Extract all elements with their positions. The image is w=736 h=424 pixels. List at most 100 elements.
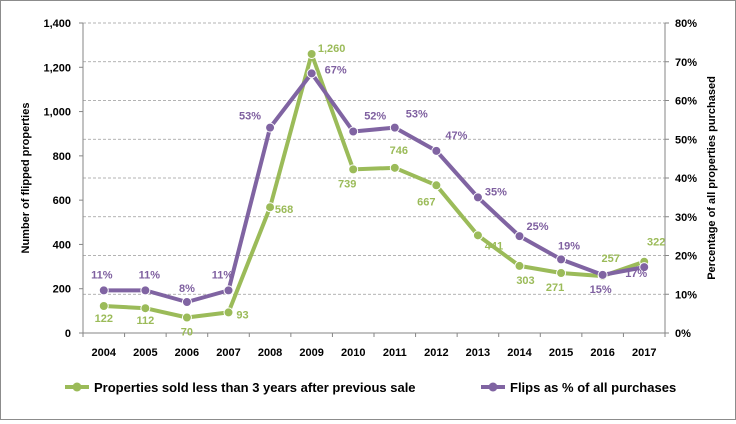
right-axis-tick-label: 70% [675, 57, 697, 69]
data-label-flips-percent: 25% [526, 221, 548, 233]
left-axis-tick-label: 200 [53, 284, 71, 296]
x-axis-ticks: 2004 2005 2006 2007 2008 2009 2010 2011 2012 2013… [82, 333, 666, 359]
data-label-flips-percent: 15% [590, 284, 612, 296]
series [98, 49, 650, 323]
data-label-flips-percent: 35% [485, 186, 507, 198]
series-point-properties-sold [265, 202, 276, 213]
data-label-properties-sold: 93 [236, 309, 248, 321]
data-label-flips-percent: 19% [558, 240, 580, 252]
series-point-flips-percent [597, 269, 608, 280]
series-point-properties-sold [556, 267, 567, 278]
series-point-properties-sold [431, 180, 442, 191]
legend-item-green: Properties sold less than 3 years after … [65, 380, 416, 395]
left-axis-tick-label: 400 [53, 239, 71, 251]
right-axis-ticks: 0% 10% 20% 30% 40% 50% 60% 70% 80% [665, 18, 697, 340]
right-axis-tick-label: 10% [675, 289, 697, 301]
series-point-properties-sold [140, 303, 151, 314]
series-point-flips-percent [98, 285, 109, 296]
series-point-flips-percent [223, 285, 234, 296]
series-point-flips-percent [348, 126, 359, 137]
x-axis-tick-label: 2017 [632, 347, 656, 359]
left-axis-ticks: 0 200 400 600 800 1,000 1,200 1,400 [43, 18, 83, 340]
data-labels: 122 112 70 93 568 1,260 739 746 667 441 303 271 257 3… [91, 43, 665, 339]
left-axis-tick-label: 0 [65, 328, 71, 340]
series-point-flips-percent [472, 192, 483, 203]
right-axis-tick-label: 30% [675, 212, 697, 224]
data-label-flips-percent: 53% [239, 111, 261, 123]
x-axis-tick-label: 2015 [549, 347, 573, 359]
legend-label-green: Properties sold less than 3 years after … [94, 380, 416, 395]
data-label-flips-percent: 11% [139, 269, 161, 281]
x-axis-tick-label: 2009 [299, 347, 323, 359]
data-label-flips-percent: 47% [445, 130, 467, 142]
right-axis-title: Percentage of all properties purchased [706, 76, 718, 280]
legend-item-purple: Flips as % of all purchases [481, 380, 676, 395]
data-label-properties-sold: 271 [546, 282, 564, 294]
legend-marker-green-dot [72, 382, 82, 392]
series-point-properties-sold [98, 300, 109, 311]
series-point-flips-percent [265, 122, 276, 133]
data-label-properties-sold: 441 [485, 240, 503, 252]
left-axis-tick-label: 800 [53, 151, 71, 163]
data-label-flips-percent: 67% [325, 64, 347, 76]
data-label-properties-sold: 257 [601, 253, 619, 265]
x-axis-tick-label: 2008 [258, 347, 282, 359]
right-axis-tick-label: 50% [675, 134, 697, 146]
right-axis-tick-label: 60% [675, 96, 697, 108]
x-axis-tick-label: 2006 [175, 347, 199, 359]
data-label-properties-sold: 1,260 [318, 43, 346, 55]
series-point-properties-sold [223, 307, 234, 318]
data-label-flips-percent: 11% [212, 269, 234, 281]
x-axis-tick-label: 2014 [507, 347, 532, 359]
data-label-properties-sold: 667 [417, 196, 435, 208]
right-axis-tick-label: 40% [675, 173, 697, 185]
data-label-properties-sold: 70 [181, 327, 193, 339]
series-point-flips-percent [431, 145, 442, 156]
series-point-properties-sold [348, 164, 359, 175]
series-point-properties-sold [181, 312, 192, 323]
series-point-flips-percent [556, 254, 567, 265]
series-point-properties-sold [306, 49, 317, 59]
series-point-flips-percent [514, 231, 525, 242]
data-label-properties-sold: 739 [338, 178, 356, 190]
legend: Properties sold less than 3 years after … [65, 380, 676, 395]
data-label-properties-sold: 746 [390, 145, 408, 157]
data-label-properties-sold: 122 [95, 313, 113, 325]
x-axis-tick-label: 2005 [133, 347, 157, 359]
left-axis-tick-label: 1,200 [43, 62, 71, 74]
right-axis-tick-label: 80% [675, 18, 697, 30]
series-point-flips-percent [140, 285, 151, 296]
series-point-flips-percent [181, 297, 192, 307]
x-axis-tick-label: 2011 [383, 347, 407, 359]
x-axis-tick-label: 2013 [466, 347, 490, 359]
data-label-properties-sold: 568 [275, 204, 293, 216]
x-axis-tick-label: 2010 [341, 347, 365, 359]
series-point-properties-sold [472, 230, 483, 241]
legend-marker-purple-dot [488, 382, 498, 392]
data-label-properties-sold: 112 [136, 315, 154, 327]
data-label-flips-percent: 52% [364, 111, 386, 123]
series-line-properties-sold [103, 52, 645, 320]
series-point-flips-percent [389, 122, 400, 133]
data-label-properties-sold: 322 [647, 237, 665, 249]
right-axis-tick-label: 0% [675, 328, 691, 340]
x-axis-tick-label: 2004 [92, 347, 117, 359]
series-point-properties-sold [389, 162, 400, 173]
left-axis-tick-label: 1,400 [43, 18, 71, 30]
x-axis-tick-label: 2016 [590, 347, 614, 359]
right-axis-tick-label: 20% [675, 251, 697, 263]
series-line-flips-percent [103, 71, 645, 304]
series-point-flips-percent [639, 262, 650, 273]
gridlines [83, 22, 665, 295]
data-label-flips-percent: 8% [179, 283, 195, 295]
data-label-flips-percent: 53% [406, 109, 428, 121]
x-axis-tick-label: 2007 [216, 347, 240, 359]
data-label-flips-percent: 17% [625, 268, 647, 280]
series-point-flips-percent [306, 68, 317, 79]
series-point-properties-sold [514, 260, 525, 271]
legend-label-purple: Flips as % of all purchases [510, 380, 676, 395]
left-axis-tick-label: 600 [53, 195, 71, 207]
left-axis-title: Number of flipped properties [20, 103, 32, 254]
